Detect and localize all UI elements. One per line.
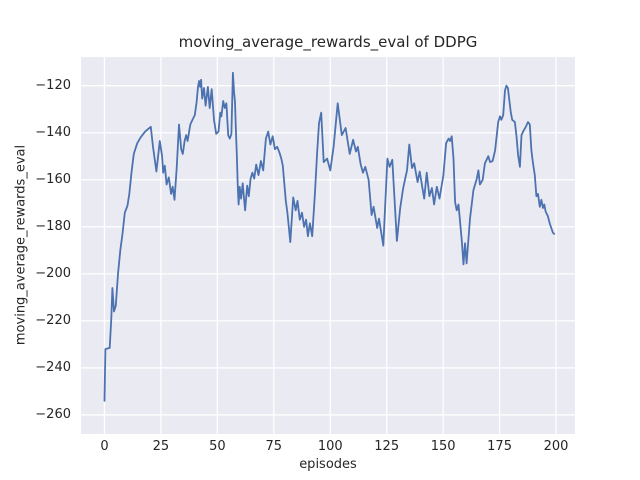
x-tick-label: 0: [100, 439, 109, 454]
y-tick-label: −140: [35, 124, 71, 140]
line-series: [103, 71, 556, 402]
x-tick-label: 200: [543, 439, 569, 454]
x-tick-label: 125: [374, 439, 400, 454]
y-tick-label: −200: [35, 265, 71, 281]
x-axis-label: episodes: [299, 457, 357, 472]
axes-background: [81, 57, 575, 434]
y-tick-label: −180: [35, 218, 71, 234]
x-tick-label: 150: [430, 439, 456, 454]
x-tick-label: 75: [265, 439, 283, 454]
chart-title: moving_average_rewards_eval of DDPG: [178, 33, 478, 51]
x-tick-label: 175: [487, 439, 512, 454]
x-tick-label: 50: [209, 439, 226, 454]
y-tick-label: −240: [35, 359, 71, 375]
y-tick-label: −120: [35, 77, 71, 93]
y-tick-label: −220: [35, 312, 71, 328]
y-tick-label: −260: [35, 406, 71, 422]
x-tick-label: 25: [152, 439, 170, 454]
x-tick-label: 100: [317, 439, 343, 454]
y-tick-label: −160: [35, 171, 71, 187]
